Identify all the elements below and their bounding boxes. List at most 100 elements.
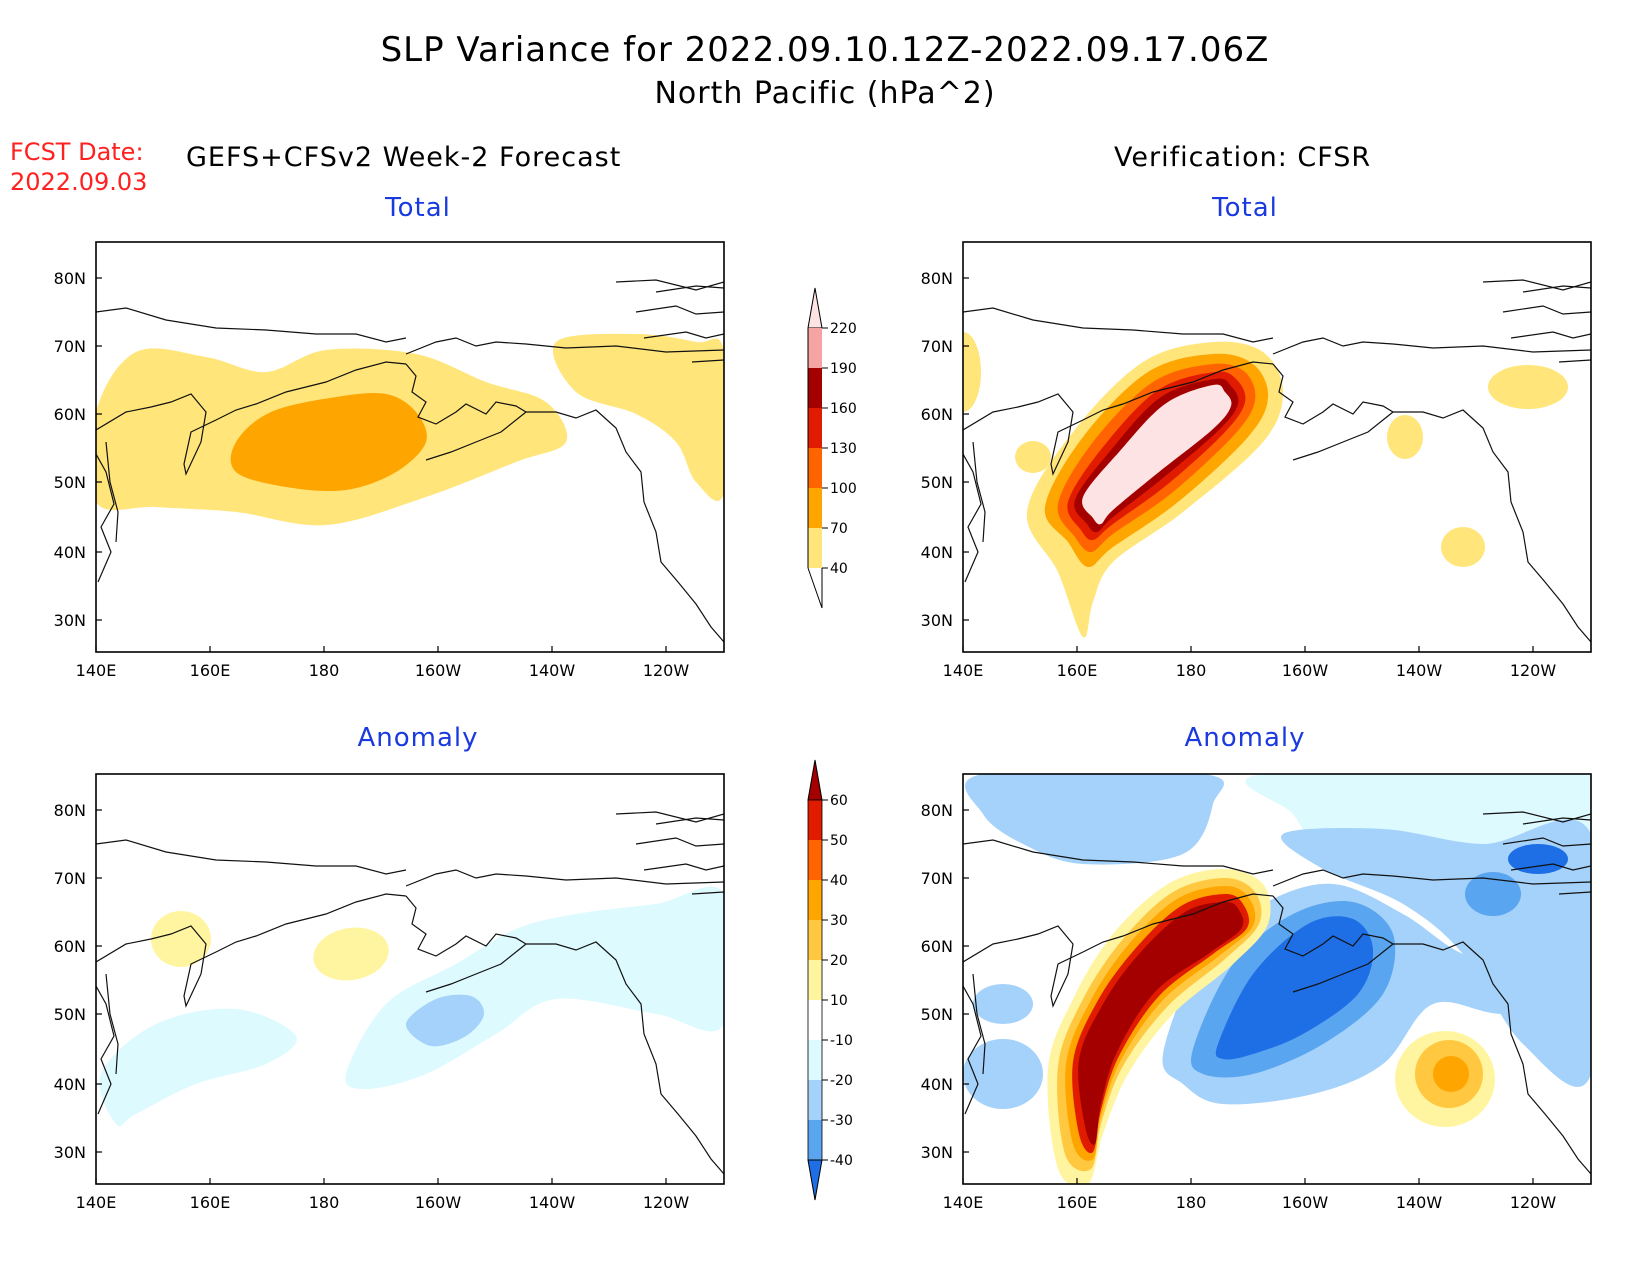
colorbar-swatch [808, 368, 822, 408]
colorbar-level-label: 40 [830, 873, 848, 889]
contour-minus20 [965, 774, 1225, 865]
contour-band [1082, 384, 1232, 525]
forecast-anomaly-map: 140E 160E 180 160W 140W 120W 80N 70N 60N 50N 40N 30… [54, 773, 725, 1212]
colorbar-swatch [808, 408, 822, 448]
colorbar-level-label: 20 [830, 953, 848, 969]
longitude-label: 160W [1282, 661, 1329, 680]
chart-title: SLP Variance for 2022.09.10.12Z-2022.09.… [380, 30, 1270, 70]
latitude-label: 80N [921, 801, 953, 820]
longitude-label: 140E [943, 1193, 984, 1212]
latitude-label: 50N [54, 473, 86, 492]
longitude-label: 160E [190, 1193, 231, 1212]
colorbar-swatch [808, 840, 822, 880]
latitude-label: 70N [54, 869, 86, 888]
latitude-label: 60N [921, 937, 953, 956]
forecast-date-value: 2022.09.03 [10, 168, 148, 196]
colorbar-swatch [808, 328, 822, 368]
latitude-label: 50N [921, 473, 953, 492]
latitude-label: 30N [921, 611, 953, 630]
latitude-label: 30N [921, 1143, 953, 1162]
colorbar-swatch [808, 1040, 822, 1080]
coastline [96, 279, 724, 643]
latitude-label: 70N [921, 337, 953, 356]
longitude-label: 140W [1396, 661, 1443, 680]
chart-subtitle: North Pacific (hPa^2) [654, 76, 996, 111]
map-frame [95, 241, 725, 653]
total-colorbar: 40 70 100 130 160 190 220 [807, 287, 857, 609]
map-frame [962, 241, 1592, 653]
longitude-label: 160W [415, 1193, 462, 1212]
forecast-anomaly-subtitle: Anomaly [357, 723, 479, 753]
contour-10 [151, 911, 211, 967]
colorbar-swatch [808, 488, 822, 528]
contour-40 [1387, 415, 1423, 459]
longitude-label: 140W [1396, 1193, 1443, 1212]
latitude-label: 40N [921, 1075, 953, 1094]
colorbar-level-label: 220 [830, 321, 857, 337]
contour-minus20 [963, 1039, 1043, 1109]
contour-minus10 [345, 886, 724, 1089]
colorbar-swatch [808, 528, 822, 568]
colorbar-swatch [808, 880, 822, 920]
colorbar-swatch [808, 1120, 822, 1160]
longitude-label: 160E [190, 661, 231, 680]
longitude-label: 140E [76, 661, 117, 680]
longitude-label: 140W [529, 1193, 576, 1212]
colorbar-swatch [808, 920, 822, 960]
latitude-label: 30N [54, 1143, 86, 1162]
latitude-label: 50N [921, 1005, 953, 1024]
longitude-label: 160W [415, 661, 462, 680]
verification-total-map: 140E 160E 180 160W 140W 120W 80N 70N 60N 50N 40N 30… [921, 241, 1592, 680]
contour-minus20 [405, 994, 485, 1047]
colorbar-swatch [808, 1080, 822, 1120]
latitude-label: 50N [54, 1005, 86, 1024]
colorbar-swatch [808, 960, 822, 1000]
colorbar-swatch [808, 1000, 822, 1040]
colorbar-level-label: -40 [830, 1153, 853, 1169]
colorbar-bottom-tip [807, 1159, 823, 1201]
map-frame [95, 773, 725, 1185]
colorbar-level-label: 100 [830, 481, 857, 497]
longitude-label: 160E [1057, 1193, 1098, 1212]
colorbar-level-label: 190 [830, 361, 857, 377]
colorbar-top-tip [807, 759, 823, 801]
colorbar-top-tip [807, 287, 823, 329]
longitude-label: 140E [76, 1193, 117, 1212]
forecast-column-heading: GEFS+CFSv2 Week-2 Forecast [186, 142, 622, 173]
latitude-label: 70N [54, 337, 86, 356]
latitude-label: 80N [54, 269, 86, 288]
longitude-label: 120W [1510, 1193, 1557, 1212]
map-frame [962, 773, 1592, 1185]
longitude-label: 180 [309, 661, 340, 680]
contour-40 [1015, 441, 1051, 473]
longitude-label: 140E [943, 661, 984, 680]
verification-column-heading: Verification: CFSR [1114, 142, 1372, 173]
latitude-label: 40N [921, 543, 953, 562]
longitude-label: 180 [1176, 1193, 1207, 1212]
contour-70 [230, 392, 427, 492]
contour-40 [1441, 527, 1485, 567]
colorbar-bottom-tip [807, 567, 823, 609]
contour-30 [1433, 1056, 1469, 1092]
colorbar-level-label: 40 [830, 561, 848, 577]
anomaly-colorbar: 60 50 40 30 20 10 -10 -20 -30 -40 [807, 759, 853, 1201]
colorbar-level-label: 160 [830, 401, 857, 417]
coastline [96, 811, 724, 1175]
contour-40 [552, 333, 724, 501]
contour-10 [313, 927, 389, 981]
latitude-label: 30N [54, 611, 86, 630]
colorbar-level-label: 60 [830, 793, 848, 809]
latitude-label: 80N [54, 801, 86, 820]
longitude-label: 120W [643, 1193, 690, 1212]
verification-total-subtitle: Total [1212, 193, 1278, 223]
longitude-label: 160E [1057, 661, 1098, 680]
contour-60 [1078, 901, 1244, 1145]
colorbar-level-label: -10 [830, 1033, 853, 1049]
contour-minus20 [973, 984, 1033, 1024]
longitude-label: 180 [1176, 661, 1207, 680]
latitude-label: 60N [54, 937, 86, 956]
colorbar-level-label: 50 [830, 833, 848, 849]
contour-minus30 [1465, 872, 1521, 916]
forecast-total-map: 140E 160E 180 160W 140W 120W 80N 70N 60N 50N 40N 30… [54, 241, 725, 680]
contour-40 [1488, 365, 1568, 409]
